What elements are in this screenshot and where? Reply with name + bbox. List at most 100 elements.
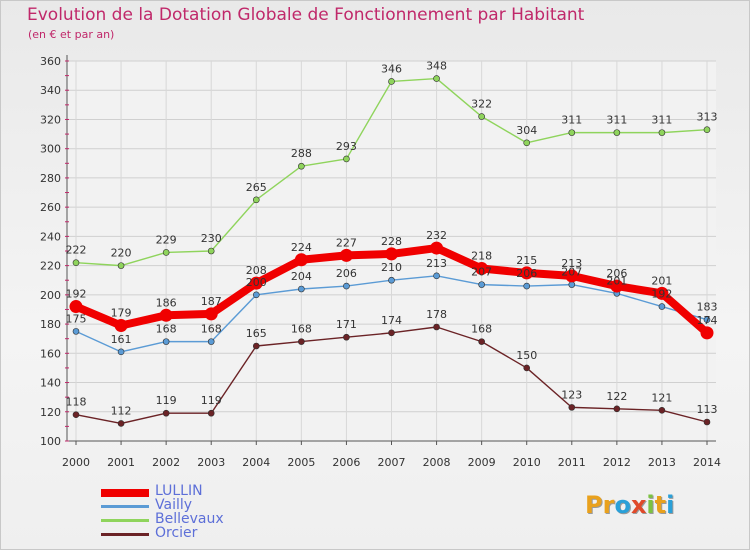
data-label-vailly: 204	[291, 270, 312, 283]
data-point-orcier	[433, 323, 440, 331]
logo-letter: r	[602, 491, 615, 519]
data-point-vailly	[703, 316, 711, 323]
data-point-bellevaux	[478, 113, 485, 120]
data-point-bellevaux	[388, 78, 395, 85]
data-label-orcier: 119	[201, 394, 222, 407]
data-label-vailly: 183	[697, 301, 718, 314]
legend-swatch	[101, 505, 149, 508]
logo-letter: o	[614, 491, 631, 519]
x-tick-label: 2004	[242, 456, 270, 469]
data-point-orcier	[72, 411, 80, 418]
data-point-lullin	[69, 300, 83, 314]
data-label-orcier: 118	[66, 396, 87, 409]
data-label-vailly: 206	[516, 267, 537, 280]
data-point-bellevaux	[523, 139, 531, 147]
data-label-vailly: 175	[66, 312, 87, 325]
legend-swatch	[101, 489, 149, 497]
x-tick-label: 2008	[423, 456, 451, 469]
data-point-lullin	[475, 262, 489, 276]
x-tick-label: 2009	[468, 456, 496, 469]
y-tick-label: 280	[40, 172, 61, 185]
data-label-lullin: 227	[336, 236, 357, 249]
y-tick-label: 360	[40, 55, 61, 68]
data-point-lullin	[114, 319, 128, 333]
data-point-bellevaux	[117, 262, 125, 269]
data-point-lullin	[430, 241, 444, 255]
data-point-lullin	[385, 247, 398, 261]
data-label-vailly: 213	[426, 257, 447, 270]
data-label-lullin: 179	[111, 307, 132, 320]
data-label-bellevaux: 229	[156, 233, 177, 246]
data-point-lullin	[565, 269, 579, 283]
data-point-vailly	[343, 282, 350, 290]
y-tick-label: 160	[40, 347, 61, 360]
data-label-vailly: 207	[471, 266, 492, 279]
chart-title: Evolution de la Dotation Globale de Fonc…	[27, 5, 585, 25]
data-point-orcier	[162, 409, 170, 417]
data-point-orcier	[523, 364, 531, 372]
y-tick-label: 140	[40, 377, 61, 390]
x-tick-label: 2003	[197, 456, 225, 469]
data-point-lullin	[520, 266, 534, 280]
data-point-bellevaux	[658, 129, 666, 136]
data-label-bellevaux: 222	[66, 244, 87, 257]
legend-label: Vailly	[155, 497, 193, 513]
y-tick-label: 180	[40, 318, 61, 331]
data-point-orcier	[343, 333, 350, 341]
y-tick-label: 100	[40, 435, 61, 448]
data-point-vailly	[658, 303, 666, 310]
y-tick-label: 200	[40, 289, 61, 302]
data-label-vailly: 201	[606, 274, 627, 287]
y-tick-label: 300	[40, 143, 61, 156]
data-point-vailly	[162, 338, 170, 345]
data-label-bellevaux: 230	[201, 232, 222, 245]
logo-letter: i	[646, 491, 655, 519]
data-point-vailly	[298, 285, 305, 293]
data-label-bellevaux: 293	[336, 140, 357, 153]
data-label-lullin: 224	[291, 241, 312, 254]
data-label-vailly: 161	[111, 333, 132, 346]
data-label-orcier: 113	[697, 403, 718, 416]
data-point-orcier	[703, 418, 711, 426]
data-point-lullin	[339, 248, 353, 262]
chart-subtitle: (en € et par an)	[28, 28, 115, 41]
x-tick-label: 2005	[287, 456, 315, 469]
data-point-bellevaux	[298, 162, 305, 170]
data-label-orcier: 178	[426, 308, 447, 321]
data-point-bellevaux	[343, 155, 350, 163]
data-label-vailly: 168	[201, 323, 222, 336]
data-point-lullin	[294, 253, 308, 267]
data-point-bellevaux	[72, 259, 80, 266]
proxiti-logo: Proxiti	[585, 491, 674, 519]
data-label-vailly: 192	[651, 288, 672, 301]
x-tick-label: 2012	[603, 456, 631, 469]
data-label-lullin: 192	[66, 288, 87, 301]
data-point-vailly	[523, 282, 531, 290]
logo-letter: i	[666, 491, 675, 519]
data-label-lullin: 213	[561, 257, 582, 270]
data-label-bellevaux: 348	[426, 60, 447, 73]
logo-letter: t	[654, 491, 667, 519]
legend-label: Orcier	[155, 525, 198, 541]
data-point-vailly	[252, 291, 260, 299]
data-label-bellevaux: 346	[381, 62, 402, 75]
x-tick-label: 2014	[693, 456, 721, 469]
data-label-orcier: 150	[516, 349, 537, 362]
data-point-orcier	[568, 404, 576, 411]
y-tick-label: 340	[40, 84, 61, 97]
data-point-bellevaux	[162, 249, 170, 256]
y-tick-label: 220	[40, 260, 61, 273]
data-point-orcier	[252, 342, 260, 350]
data-label-vailly: 206	[336, 267, 357, 280]
data-label-lullin: 215	[516, 254, 537, 267]
x-tick-label: 2013	[648, 456, 676, 469]
legend-label: LULLIN	[155, 483, 203, 499]
data-point-vailly	[388, 276, 395, 284]
y-tick-label: 260	[40, 201, 61, 214]
data-label-bellevaux: 304	[516, 124, 537, 137]
data-point-lullin	[159, 308, 173, 322]
data-point-vailly	[117, 348, 125, 356]
data-label-lullin: 228	[381, 235, 402, 248]
data-label-bellevaux: 220	[111, 247, 132, 260]
